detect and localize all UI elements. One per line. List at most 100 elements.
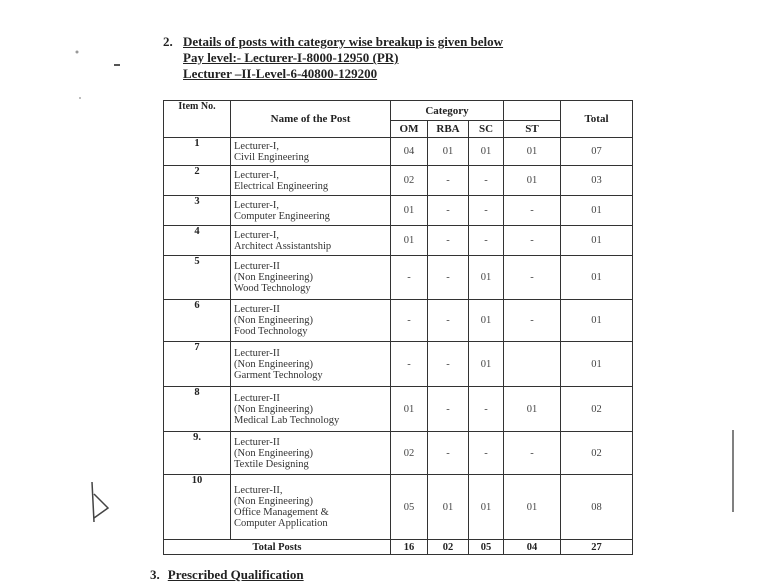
post-name: Lecturer-II (Non Engineering) Wood Technol… [230,255,391,300]
cell-om: - [390,341,428,387]
header-st: ST [503,120,561,138]
post-name-line: (Non Engineering) [234,403,314,415]
post-name-line: (Non Engineering) [234,272,314,283]
cell-total: 01 [560,255,633,300]
cell-sc: 01 [468,137,504,166]
item-no: 5 [163,255,231,300]
post-name-line: Electrical Engineering [234,180,329,192]
cell-total: 01 [560,225,633,256]
post-name: Lecturer-II, (Non Engineering) Office Mana… [230,474,391,540]
post-name-line: Garment Technology [234,369,323,381]
post-name-line: (Non Engineering) [234,447,314,459]
post-name-line: (Non Engineering) [234,358,314,370]
post-name: Lecturer-II (Non Engineering) Garment Tech… [230,341,391,387]
cell-rba: - [427,225,469,256]
post-name-line: Lecturer-II [234,436,280,448]
cell-sc: 01 [468,255,504,300]
table-row: 6 Lecturer-II (Non Engineering) Food Techno… [163,299,633,342]
header-total: Total [560,100,633,138]
table-row: 10 Lecturer-II, (Non Engineering) Office Ma… [163,474,633,540]
header-blank [503,100,561,121]
post-name-line: Architect Assistantship [234,240,332,252]
post-name-line: Lecturer-I, [234,169,279,181]
post-name: Lecturer-I, Architect Assistantship [230,225,391,256]
post-name-line: Lecturer-I, [234,199,279,211]
table-row: 8 Lecturer-II (Non Engineering) Medical Lab… [163,386,633,432]
cell-total: 07 [560,137,633,166]
header-sc: SC [468,120,504,138]
margin-line [732,430,734,512]
cell-total: 08 [560,474,633,540]
cell-total: 01 [560,195,633,226]
post-name-line: Computer Application [234,518,328,529]
cell-rba: 01 [427,137,469,166]
section-number: 3. [150,567,160,582]
header-name: Name of the Post [230,100,391,138]
cell-st: 01 [503,386,561,432]
heading-line: Details of posts with category wise brea… [183,34,504,49]
cell-om: 01 [390,195,428,226]
item-no: 7 [163,341,231,387]
post-name-line: Computer Engineering [234,210,330,222]
cell-st [503,341,561,387]
cell-st: - [503,225,561,256]
post-name-line: Lecturer-II [234,347,280,359]
table-row: 5 Lecturer-II (Non Engineering) Wood Techno… [163,255,633,300]
post-name-line: Lecturer-II [234,261,280,272]
cell-total: 02 [560,431,633,475]
post-name-line: Lecturer-II [234,304,280,315]
post-name-line: Medical Lab Technology [234,414,340,426]
post-name-line: Lecturer-II [234,392,280,404]
cell-om: - [390,255,428,300]
pay-level-line: Pay level:- Lecturer-I-8000-12950 (PR) [183,50,399,65]
cell-om: 05 [390,474,428,540]
cell-st: 01 [503,165,561,196]
post-name: Lecturer-II (Non Engineering) Textile Desi… [230,431,391,475]
scan-specks [75,50,120,99]
table-row: 1 Lecturer-I, Civil Engineering 04 01 01 01 07 [163,137,633,166]
cell-st: - [503,255,561,300]
item-no: 6 [163,299,231,342]
cell-st: 01 [503,474,561,540]
total-sc: 05 [468,539,504,555]
cell-total: 03 [560,165,633,196]
item-no: 10 [163,474,231,540]
item-no: 9. [163,431,231,475]
cell-sc: - [468,225,504,256]
item-no: 8 [163,386,231,432]
post-name: Lecturer-II (Non Engineering) Medical Lab … [230,386,391,432]
post-name-line: Textile Designing [234,458,309,470]
total-st: 04 [503,539,561,555]
post-name-line: Office Management & [234,507,329,518]
header-om: OM [390,120,428,138]
cell-om: 01 [390,386,428,432]
item-no: 4 [163,225,231,256]
cell-rba: 01 [427,474,469,540]
table-row: 7 Lecturer-II (Non Engineering) Garment Tec… [163,341,633,387]
cell-sc: 01 [468,341,504,387]
total-total: 27 [560,539,633,555]
cell-rba: - [427,255,469,300]
post-name: Lecturer-I, Computer Engineering [230,195,391,226]
cell-total: 01 [560,341,633,387]
cell-om: 02 [390,165,428,196]
table-row: 9. Lecturer-II (Non Engineering) Textile De… [163,431,633,475]
cell-rba: - [427,165,469,196]
table-row: 2 Lecturer-I, Electrical Engineering 02- -01… [163,165,633,196]
cell-st: - [503,431,561,475]
post-name-line: Lecturer-II, [234,485,283,496]
cell-rba: - [427,431,469,475]
cell-rba: - [427,386,469,432]
cell-st: 01 [503,137,561,166]
post-name-line: Food Technology [234,326,308,337]
section-number: 2. [163,34,173,49]
table-row: 4 Lecturer-I, Architect Assistantship 01- - -… [163,225,633,256]
post-name-line: (Non Engineering) [234,496,314,507]
post-name-line: Civil Engineering [234,151,309,163]
cell-rba: - [427,195,469,226]
cell-st: - [503,195,561,226]
item-no: 2 [163,165,231,196]
total-rba: 02 [427,539,469,555]
header-rba: RBA [427,120,469,138]
cell-om: 04 [390,137,428,166]
